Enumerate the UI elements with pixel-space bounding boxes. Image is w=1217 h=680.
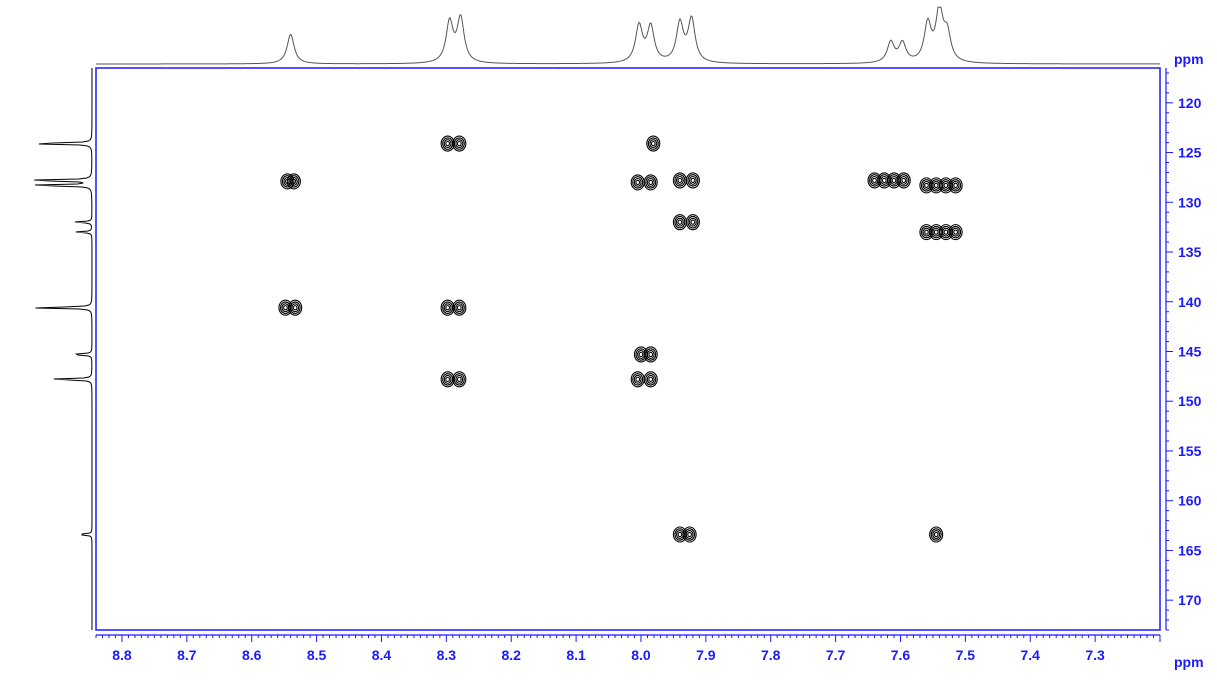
- cross-peak: [452, 299, 467, 316]
- cross-peak: [630, 371, 645, 388]
- cross-peak: [630, 174, 645, 191]
- plot-frame: [95, 67, 1161, 631]
- cross-peak: [288, 299, 303, 316]
- cross-peak: [643, 174, 658, 191]
- cross-peak: [948, 177, 963, 194]
- cross-peak: [672, 214, 687, 231]
- x-tick-label: 7.9: [696, 647, 716, 663]
- cross-peaks-layer: [278, 135, 963, 543]
- cross-peak: [643, 346, 658, 363]
- cross-peak: [440, 371, 455, 388]
- x-axis-label: ppm: [1174, 654, 1204, 670]
- x-tick-label: 7.3: [1085, 647, 1105, 663]
- cross-peak: [896, 172, 911, 189]
- x-tick-label: 7.7: [826, 647, 846, 663]
- x-tick-label: 8.4: [372, 647, 392, 663]
- y-tick-label: 120: [1178, 95, 1202, 111]
- x-tick-label: 8.6: [242, 647, 262, 663]
- y-tick-label: 125: [1178, 145, 1202, 161]
- x-tick-label: 8.3: [437, 647, 457, 663]
- x-tick-label: 8.2: [501, 647, 521, 663]
- y-axis: 120 125 130 135 140 145 150 155 160 165 170: [1165, 68, 1202, 631]
- y-tick-label: 160: [1178, 493, 1202, 509]
- x-tick-label: 8.7: [177, 647, 197, 663]
- cross-peak: [948, 224, 963, 241]
- cross-peak: [672, 172, 687, 189]
- x-tick-label: 7.6: [891, 647, 911, 663]
- cross-peak: [440, 135, 455, 152]
- y-tick-label: 130: [1178, 194, 1202, 210]
- y-tick-label: 155: [1178, 443, 1202, 459]
- cross-peak: [929, 526, 944, 543]
- proton-projection-trace: [96, 6, 1160, 65]
- carbon-projection-trace: [34, 68, 93, 630]
- x-axis: 8.8 8.7 8.6 8.5 8.4 8.3 8.2 8.1 8.0 7.9 7.8 7.7 7.6 7…: [95, 634, 1161, 663]
- x-tick-label: 7.5: [956, 647, 976, 663]
- y-tick-label: 150: [1178, 393, 1202, 409]
- cross-peak: [440, 299, 455, 316]
- x-tick-label: 8.1: [566, 647, 586, 663]
- x-tick-label: 8.5: [307, 647, 327, 663]
- y-tick-label: 165: [1178, 542, 1202, 558]
- cross-peak: [685, 214, 700, 231]
- cross-peak: [646, 135, 661, 152]
- x-tick-label: 8.0: [631, 647, 651, 663]
- cross-peak: [685, 172, 700, 189]
- cross-peak: [452, 371, 467, 388]
- cross-peak: [682, 526, 697, 543]
- y-tick-label: 135: [1178, 244, 1202, 260]
- cross-peak: [452, 135, 467, 152]
- y-axis-label: ppm: [1174, 51, 1204, 67]
- cross-peak: [286, 173, 301, 190]
- x-tick-label: 8.8: [112, 647, 132, 663]
- cross-peak: [643, 371, 658, 388]
- x-tick-label: 7.4: [1021, 647, 1041, 663]
- y-tick-label: 140: [1178, 294, 1202, 310]
- x-tick-label: 7.8: [761, 647, 781, 663]
- y-tick-label: 170: [1178, 592, 1202, 608]
- y-tick-label: 145: [1178, 343, 1202, 359]
